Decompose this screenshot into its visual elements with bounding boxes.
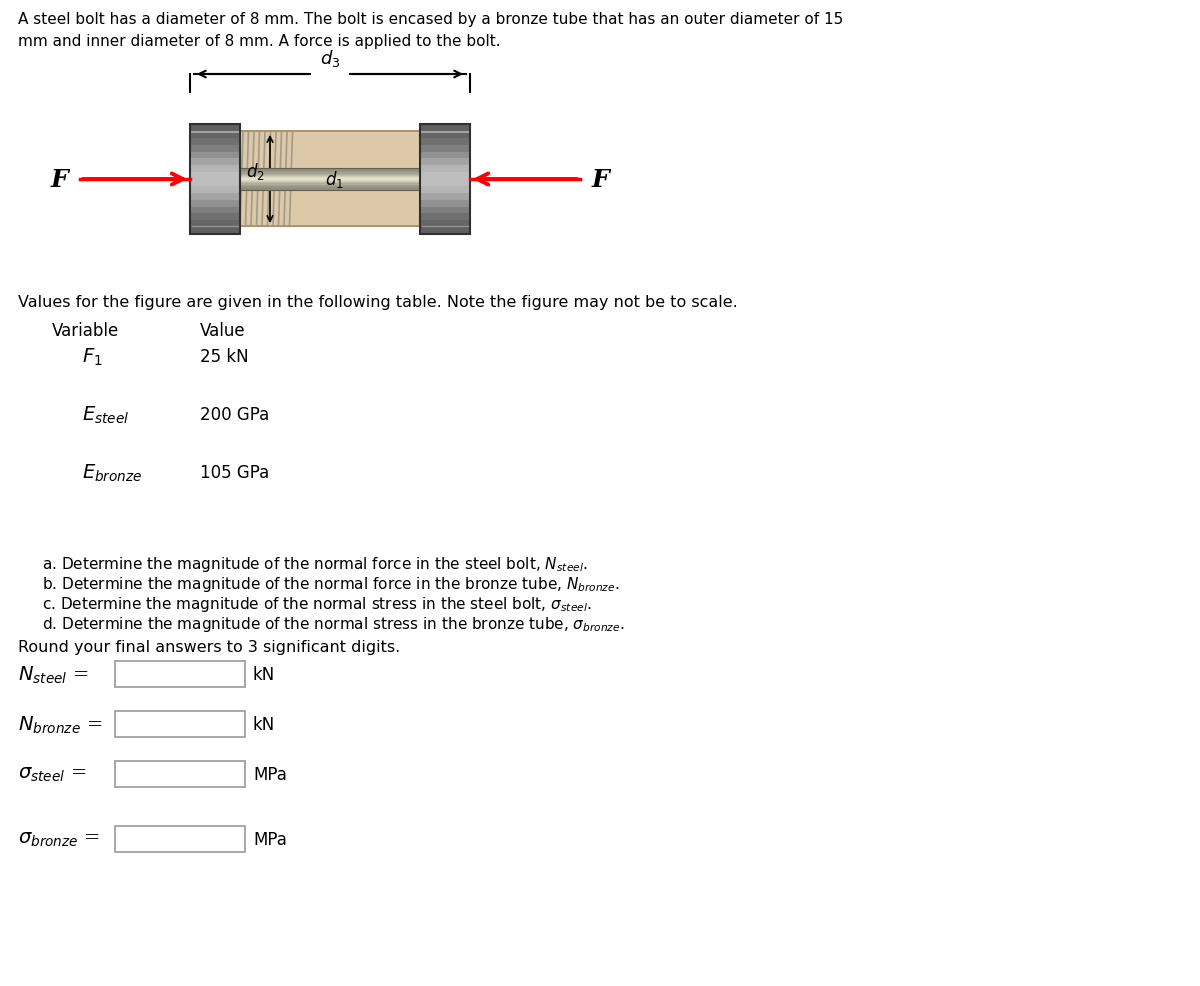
Bar <box>420 152 470 159</box>
Bar <box>240 176 420 177</box>
Bar <box>298 169 420 191</box>
Bar <box>240 187 420 188</box>
Bar <box>420 200 470 207</box>
Bar <box>420 221 470 228</box>
Bar <box>240 132 420 227</box>
Text: $E_{steel}$: $E_{steel}$ <box>82 404 130 425</box>
Bar <box>240 171 420 173</box>
Bar <box>115 826 245 852</box>
Text: kN: kN <box>253 715 275 734</box>
Bar <box>190 131 240 139</box>
Text: d. Determine the magnitude of the normal stress in the bronze tube, $\sigma_{bro: d. Determine the magnitude of the normal… <box>42 614 625 633</box>
Bar <box>420 173 470 179</box>
Bar <box>240 177 420 178</box>
Bar <box>190 145 240 153</box>
Bar <box>420 186 470 193</box>
Bar <box>420 138 470 146</box>
Bar <box>240 132 420 227</box>
Bar <box>240 169 420 170</box>
Text: b. Determine the magnitude of the normal force in the bronze tube, $N_{bronze}$.: b. Determine the magnitude of the normal… <box>42 575 620 594</box>
Bar <box>115 662 245 687</box>
Text: c. Determine the magnitude of the normal stress in the steel bolt, $\sigma_{stee: c. Determine the magnitude of the normal… <box>42 595 592 613</box>
Bar <box>240 186 420 187</box>
Text: Variable: Variable <box>52 321 119 339</box>
Bar <box>240 169 420 191</box>
Text: $\sigma_{steel}$ =: $\sigma_{steel}$ = <box>18 765 86 783</box>
Text: kN: kN <box>253 666 275 683</box>
Text: $d_1$: $d_1$ <box>325 170 344 190</box>
Bar <box>240 181 420 183</box>
Bar <box>190 193 240 200</box>
Bar <box>240 183 420 185</box>
Bar <box>240 170 420 171</box>
Bar <box>190 221 240 228</box>
Bar <box>190 166 240 173</box>
Text: $N_{steel}$ =: $N_{steel}$ = <box>18 664 89 685</box>
Text: 200 GPa: 200 GPa <box>200 405 269 424</box>
Text: $d_2$: $d_2$ <box>246 162 265 182</box>
Text: $\sigma_{bronze}$ =: $\sigma_{bronze}$ = <box>18 830 101 848</box>
Bar <box>420 166 470 173</box>
Bar <box>190 173 240 179</box>
Text: A steel bolt has a diameter of 8 mm. The bolt is encased by a bronze tube that h: A steel bolt has a diameter of 8 mm. The… <box>18 12 844 49</box>
Text: MPa: MPa <box>253 765 287 783</box>
Bar <box>190 124 240 132</box>
Bar <box>190 200 240 207</box>
Text: a. Determine the magnitude of the normal force in the steel bolt, $N_{steel}$.: a. Determine the magnitude of the normal… <box>42 554 588 574</box>
Bar <box>240 184 420 186</box>
Bar <box>420 124 470 132</box>
Bar <box>190 159 240 166</box>
Bar <box>190 138 240 146</box>
Text: Values for the figure are given in the following table. Note the figure may not : Values for the figure are given in the f… <box>18 295 738 310</box>
Bar <box>420 228 470 235</box>
Bar <box>420 131 470 139</box>
Text: 25 kN: 25 kN <box>200 348 248 366</box>
Bar <box>190 186 240 193</box>
Text: $N_{bronze}$ =: $N_{bronze}$ = <box>18 714 102 735</box>
Text: $E_{bronze}$: $E_{bronze}$ <box>82 461 143 483</box>
Bar <box>190 125 240 235</box>
Bar <box>240 182 420 184</box>
Bar <box>240 180 420 182</box>
Text: F: F <box>50 168 68 192</box>
Bar <box>240 179 420 180</box>
Bar <box>240 174 420 176</box>
Bar <box>420 125 470 235</box>
Bar <box>420 193 470 200</box>
Bar <box>190 207 240 214</box>
Text: $d_3$: $d_3$ <box>320 48 340 69</box>
Text: 105 GPa: 105 GPa <box>200 463 269 481</box>
Bar <box>420 145 470 153</box>
Bar <box>115 761 245 787</box>
Bar <box>240 173 420 175</box>
Bar <box>190 179 240 186</box>
Bar <box>420 207 470 214</box>
Text: F: F <box>592 168 610 192</box>
Bar <box>420 159 470 166</box>
Text: Round your final answers to 3 significant digits.: Round your final answers to 3 significan… <box>18 639 401 655</box>
Bar <box>190 152 240 159</box>
Bar <box>240 172 420 174</box>
Text: Value: Value <box>200 321 246 339</box>
Bar <box>190 214 240 221</box>
Bar <box>420 179 470 186</box>
Bar <box>240 189 420 191</box>
Text: $F_1$: $F_1$ <box>82 346 102 367</box>
Bar <box>240 175 420 176</box>
Bar <box>420 214 470 221</box>
Bar <box>115 711 245 738</box>
Bar <box>240 178 420 179</box>
Bar <box>240 188 420 189</box>
Bar <box>190 228 240 235</box>
Text: MPa: MPa <box>253 830 287 848</box>
